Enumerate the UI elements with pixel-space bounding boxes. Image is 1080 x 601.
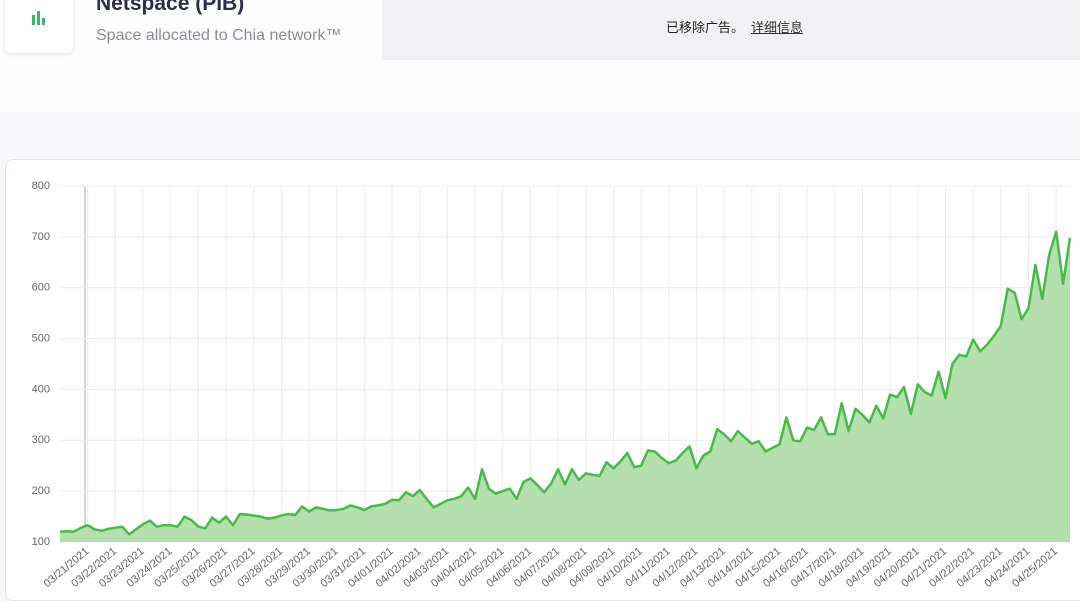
subtitle: Space allocated to Chia network™ <box>96 27 342 44</box>
y-tick-label: 700 <box>32 231 50 243</box>
ad-link[interactable]: 详细信息 <box>751 20 804 35</box>
ad-box: 已移除广告。 详细信息 <box>382 0 1080 60</box>
y-tick-label: 300 <box>32 434 50 446</box>
y-tick-label: 600 <box>32 282 50 294</box>
area <box>60 231 1070 543</box>
y-tick-label: 500 <box>32 332 50 344</box>
y-tick-label: 800 <box>32 180 50 192</box>
icon-card <box>5 0 73 53</box>
line <box>59 230 1072 536</box>
title: Netspace (PIB) <box>96 0 245 15</box>
y-tick-label: 100 <box>32 536 50 548</box>
header: Netspace (PIB) Space allocated to Chia n… <box>0 0 1080 112</box>
ad-text: 已移除广告。 <box>666 20 745 35</box>
y-tick-label: 200 <box>32 485 50 497</box>
y-tick-label: 400 <box>32 383 50 395</box>
bar-icon <box>32 11 45 25</box>
